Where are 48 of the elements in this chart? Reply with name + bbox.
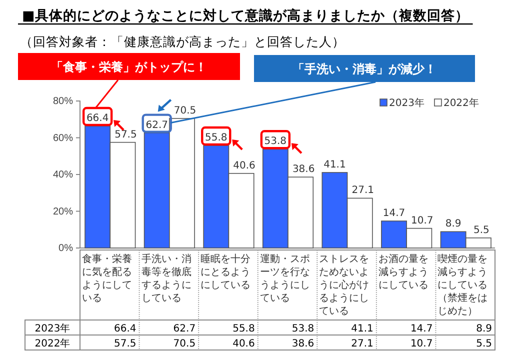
data-label: 53.8: [292, 324, 314, 334]
x-tick-label: 手洗い・消毒等を徹底するようにしている: [141, 253, 192, 304]
y-tick-label: 40%: [52, 170, 74, 181]
annotation: 38.6: [292, 164, 315, 176]
chart-title: ■具体的にどのようなことに対して意識が高まりましたか（複数回答）: [22, 7, 469, 24]
data-label: 5.5: [476, 338, 492, 350]
text: 2023年: [34, 324, 70, 334]
x-tick-label: ストレスをためないように心がけるようにしている: [319, 254, 370, 317]
annotation: 62.7: [146, 120, 168, 131]
data-label: 40.6: [232, 338, 255, 350]
chart-subtitle: （回答対象者：「健康意識が高まった」と回答した人）: [20, 34, 345, 49]
annotation: 55.8: [205, 132, 228, 144]
x-tick-label: お酒の量を減らすようにしている: [378, 253, 428, 291]
y-tick-label: 0%: [58, 243, 74, 254]
data-label: 57.5: [114, 338, 136, 350]
data-label: 10.7: [410, 338, 433, 350]
data-label: 38.6: [292, 338, 314, 350]
x-tick-label: 睡眠を十分にとるようにしている: [200, 253, 251, 291]
annotation: 70.5: [174, 105, 196, 116]
annotation: 14.7: [382, 208, 406, 219]
legend-label: 2022年: [443, 97, 479, 109]
y-tick-label: 80%: [52, 96, 74, 108]
annotation: 10.7: [411, 215, 434, 226]
x-tick-label: 運動・スポーツを行なうようにしている: [260, 253, 310, 304]
data-label: 55.8: [232, 324, 255, 334]
legend-label: 2023年: [389, 97, 424, 109]
text: 「手洗い・消毒」が減少！: [292, 62, 436, 76]
x-tick-label: 喫煙の量を減らすようにしている（禁煙をはじめた）: [438, 253, 488, 317]
y-tick-label: 20%: [52, 206, 74, 218]
data-label: 27.1: [351, 338, 374, 350]
annotation: 41.1: [324, 159, 346, 170]
data-label: 66.4: [114, 324, 136, 334]
annotation: 53.8: [264, 136, 287, 148]
data-label: 41.1: [351, 324, 374, 334]
y-tick-label: 60%: [52, 132, 74, 144]
annotation: 27.1: [352, 185, 374, 196]
text: 「食事・栄養」がトップに！: [51, 60, 207, 74]
data-label: 14.7: [410, 324, 433, 334]
data-label: 8.9: [476, 324, 492, 334]
annotation: 8.9: [445, 218, 462, 230]
x-tick-label: 食事・栄養に気を配るようにしている: [82, 253, 132, 304]
text: 2022年: [34, 338, 70, 350]
data-label: 70.5: [173, 338, 196, 350]
annotation: 57.5: [114, 129, 137, 140]
annotation: 66.4: [86, 112, 109, 124]
annotation: 5.5: [473, 224, 490, 236]
annotation: 40.6: [233, 160, 256, 172]
data-label: 62.7: [173, 324, 196, 334]
